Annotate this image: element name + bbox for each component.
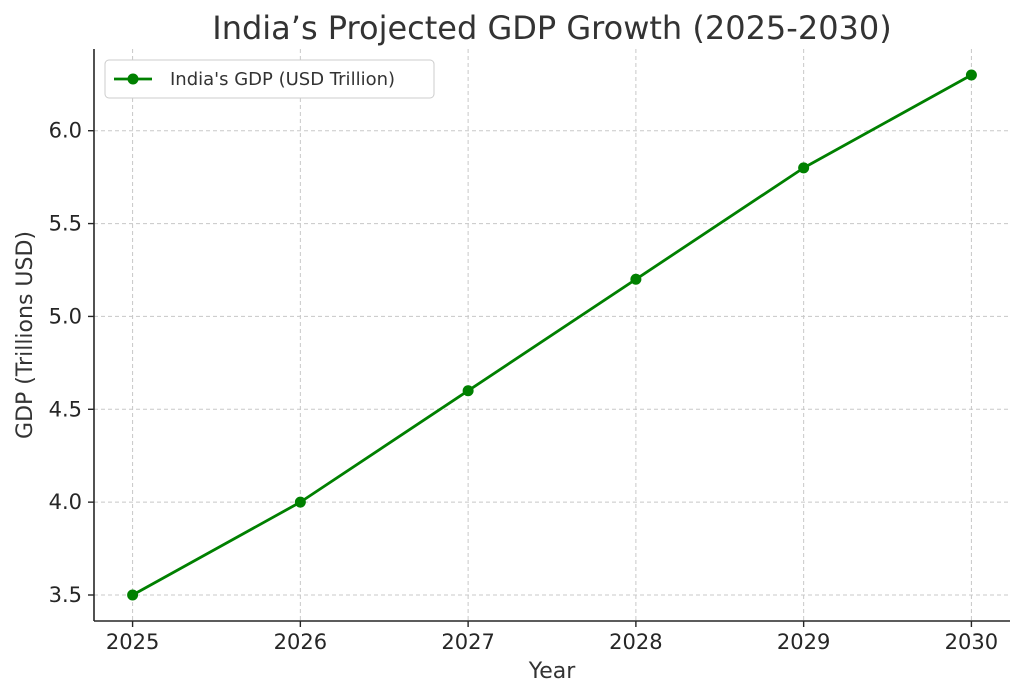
y-tick-labels: 3.5 4.0 4.5 5.0 5.5 6.0	[49, 119, 94, 607]
data-point	[798, 162, 810, 174]
x-axis-label: Year	[528, 659, 577, 684]
x-tick-label: 2030	[945, 630, 998, 654]
legend-label: India's GDP (USD Trillion)	[170, 69, 395, 90]
legend-box	[104, 59, 435, 99]
series-layer	[127, 69, 977, 601]
y-tick-label: 6.0	[49, 119, 82, 143]
data-point	[630, 273, 642, 285]
legend: India's GDP (USD Trillion)	[104, 59, 435, 99]
data-point	[462, 385, 474, 397]
x-tick-label: 2025	[106, 630, 159, 654]
y-axis-label: GDP (Trillions USD)	[13, 231, 38, 439]
legend-marker-swatch	[127, 73, 139, 85]
y-tick-label: 5.5	[49, 212, 82, 236]
grid	[94, 49, 1010, 621]
y-tick-label: 4.0	[49, 490, 82, 514]
x-tick-label: 2029	[777, 630, 830, 654]
x-tick-label: 2028	[609, 630, 662, 654]
series-line	[131, 73, 973, 597]
axes	[93, 49, 1010, 622]
x-tick-label: 2027	[441, 630, 494, 654]
y-tick-label: 4.5	[49, 397, 82, 421]
data-point	[294, 496, 306, 508]
y-tick-label: 3.5	[49, 583, 82, 607]
data-point	[127, 589, 139, 601]
x-tick-label: 2026	[274, 630, 327, 654]
y-tick-label: 5.0	[49, 304, 82, 328]
x-tick-labels: 2025 2026 2027 2028 2029 2030	[106, 621, 998, 654]
chart-title: India’s Projected GDP Growth (2025-2030)	[212, 9, 892, 47]
data-point	[965, 69, 977, 81]
